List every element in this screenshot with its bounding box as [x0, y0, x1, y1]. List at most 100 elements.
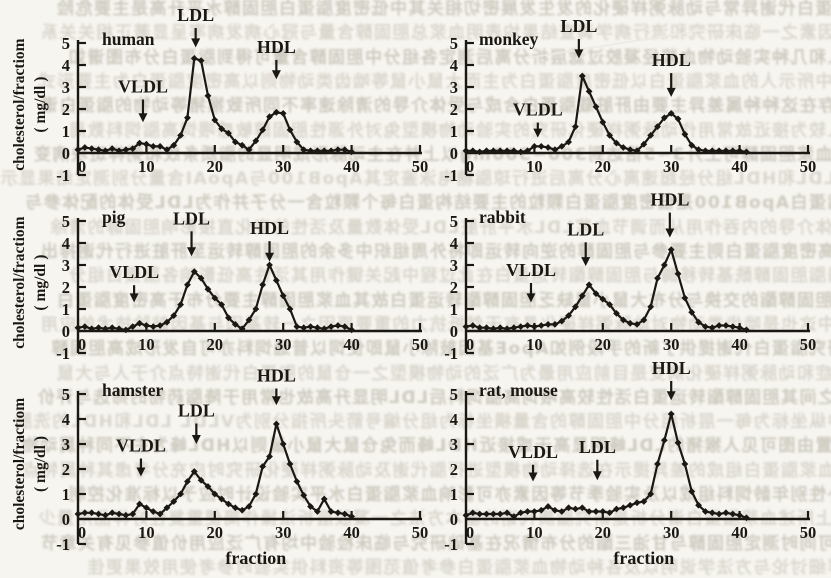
data-point [538, 322, 545, 329]
y-tick-label: 2 [450, 100, 458, 119]
data-point [348, 149, 355, 156]
data-point [497, 511, 504, 518]
data-point [579, 73, 586, 80]
annotation-label-hdl: HDL [652, 358, 691, 378]
panel-title-human: human [102, 29, 155, 49]
annotation-label-ldl: LDL [560, 16, 597, 36]
y-tick-label: 0 [62, 510, 70, 529]
annotation-label-vldl: VLDL [118, 77, 168, 97]
data-point [469, 509, 476, 516]
y-axis-title: cholesterol/fractiom [11, 38, 28, 170]
data-point [109, 145, 116, 152]
annotation-label-hdl: HDL [250, 218, 289, 238]
x-tick-label: 0 [466, 523, 474, 542]
y-tick-label: 4 [62, 410, 70, 429]
data-point [143, 322, 150, 329]
data-point [627, 502, 634, 509]
y-tick-label: 0 [450, 510, 458, 529]
data-point [184, 114, 191, 121]
data-point [483, 511, 490, 518]
data-point [88, 509, 95, 516]
data-point [293, 323, 300, 330]
annotation-arrowhead [529, 473, 538, 482]
annotation-label-vldl: VLDL [513, 100, 563, 120]
annotation-label-ldl: LDL [178, 401, 215, 421]
data-point [280, 441, 287, 448]
cholesterol-curve [466, 414, 746, 518]
data-point [681, 461, 688, 468]
data-point [287, 461, 294, 468]
x-tick-label: 0 [78, 523, 86, 542]
data-point [150, 323, 157, 330]
y-tick-label: 4 [62, 234, 70, 253]
y-tick-label: 5 [450, 34, 458, 53]
annotation-label-ldl: LDL [567, 219, 604, 239]
data-point [95, 511, 102, 518]
y-tick-label: 2 [450, 278, 458, 297]
data-point [675, 439, 682, 446]
y-tick-label: 3 [450, 256, 458, 275]
y-tick-label: 0 [450, 144, 458, 163]
y-tick-label: 1 [450, 485, 458, 504]
annotation-arrowhead [130, 293, 139, 302]
data-point [143, 141, 150, 148]
annotation-label-hdl: HDL [257, 37, 296, 57]
data-point [476, 511, 483, 518]
data-point [129, 323, 136, 330]
x-tick-label: 20 [595, 157, 612, 176]
data-point [266, 262, 273, 269]
x-tick-label: 30 [663, 335, 680, 354]
data-point [81, 323, 88, 330]
annotation-label-hdl: HDL [257, 366, 296, 386]
y-tick-label: 1 [450, 122, 458, 141]
panel-title-pig: pig [102, 207, 126, 227]
annotation-arrowhead [191, 38, 200, 47]
data-point [280, 110, 287, 117]
data-point [341, 323, 348, 330]
y-tick-label: 3 [62, 78, 70, 97]
x-tick-label: 40 [731, 157, 748, 176]
y-tick-label: 5 [450, 385, 458, 404]
data-point [545, 144, 552, 151]
x-tick-label: 40 [343, 523, 360, 542]
data-point [723, 509, 730, 516]
panel-title-rabbit: rabbit [479, 207, 526, 227]
x-tick-label: 0 [466, 335, 474, 354]
annotation-label-vldl: VLDL [506, 260, 556, 280]
annotation-arrowhead [272, 396, 281, 405]
annotation-label-ldl: LDL [173, 208, 210, 228]
y-tick-label: 2 [62, 100, 70, 119]
y-tick-label: 1 [62, 300, 70, 319]
annotation-arrowhead [667, 391, 676, 400]
data-point [205, 92, 212, 99]
data-point [743, 149, 750, 156]
data-point [552, 321, 559, 328]
y-axis-title-units: ( mg/dl ) [32, 255, 49, 311]
annotation-label-ldl: LDL [579, 437, 616, 457]
data-point [572, 506, 579, 513]
x-tick-label: 40 [731, 335, 748, 354]
x-tick-label: 20 [595, 523, 612, 542]
x-tick-label: 0 [78, 335, 86, 354]
data-point [81, 509, 88, 516]
data-point [627, 320, 634, 327]
y-tick-label: 3 [62, 435, 70, 454]
data-point [743, 327, 750, 334]
y-tick-label: 4 [450, 410, 458, 429]
y-tick-label: -1 [56, 344, 70, 363]
data-point [675, 270, 682, 277]
x-tick-label: 20 [207, 523, 224, 542]
x-tick-label: 10 [526, 335, 543, 354]
x-tick-label: 10 [138, 523, 155, 542]
y-tick-label: 5 [62, 34, 70, 53]
data-point [341, 511, 348, 518]
x-tick-label: 0 [466, 157, 474, 176]
data-point [531, 508, 538, 515]
data-point [463, 512, 470, 519]
panel-title-rat-mouse: rat, mouse [479, 380, 558, 400]
data-point [273, 277, 280, 284]
